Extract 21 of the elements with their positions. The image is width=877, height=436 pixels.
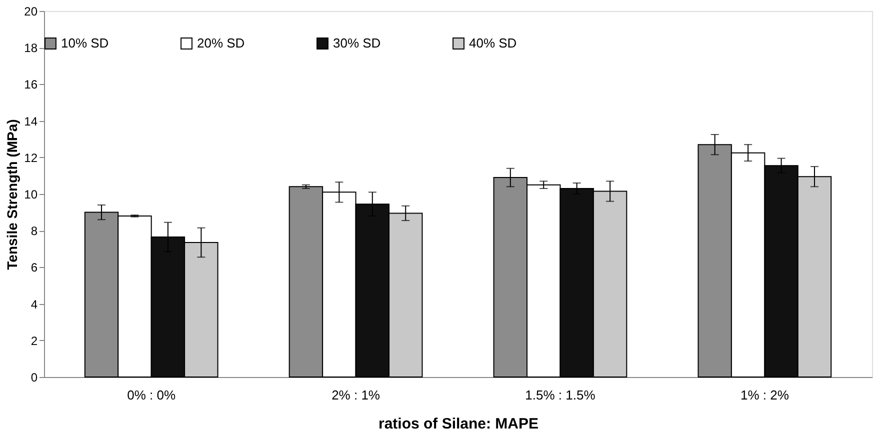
y-tick-label: 4 <box>30 297 38 312</box>
legend-label: 10% SD <box>61 36 109 51</box>
y-tick-label: 6 <box>30 260 38 275</box>
y-tick-label: 12 <box>24 150 38 165</box>
y-tick-label: 0 <box>30 370 38 384</box>
legend-label: 30% SD <box>333 36 381 51</box>
y-tick-label: 10 <box>24 188 38 202</box>
y-tick-label: 8 <box>30 224 38 238</box>
y-tick-label: 16 <box>24 78 38 92</box>
y-tick-label: 14 <box>24 114 38 128</box>
x-tick-label: 2% : 1% <box>332 388 380 402</box>
x-tick-label: 1% : 2% <box>740 388 790 402</box>
x-tick-label: 0% : 0% <box>127 388 176 402</box>
y-tick-label: 18 <box>24 41 38 56</box>
y-tick-label: 2 <box>30 334 38 348</box>
legend-label: 40% SD <box>469 36 517 51</box>
x-axis-title: ratios of Silane: MAPE <box>378 416 539 432</box>
y-tick-label: 20 <box>24 4 38 18</box>
y-axis-title: Tensile Strength (MPa) <box>4 119 20 270</box>
x-tick-label: 1.5% : 1.5% <box>525 388 596 402</box>
legend-label: 20% SD <box>197 36 245 51</box>
